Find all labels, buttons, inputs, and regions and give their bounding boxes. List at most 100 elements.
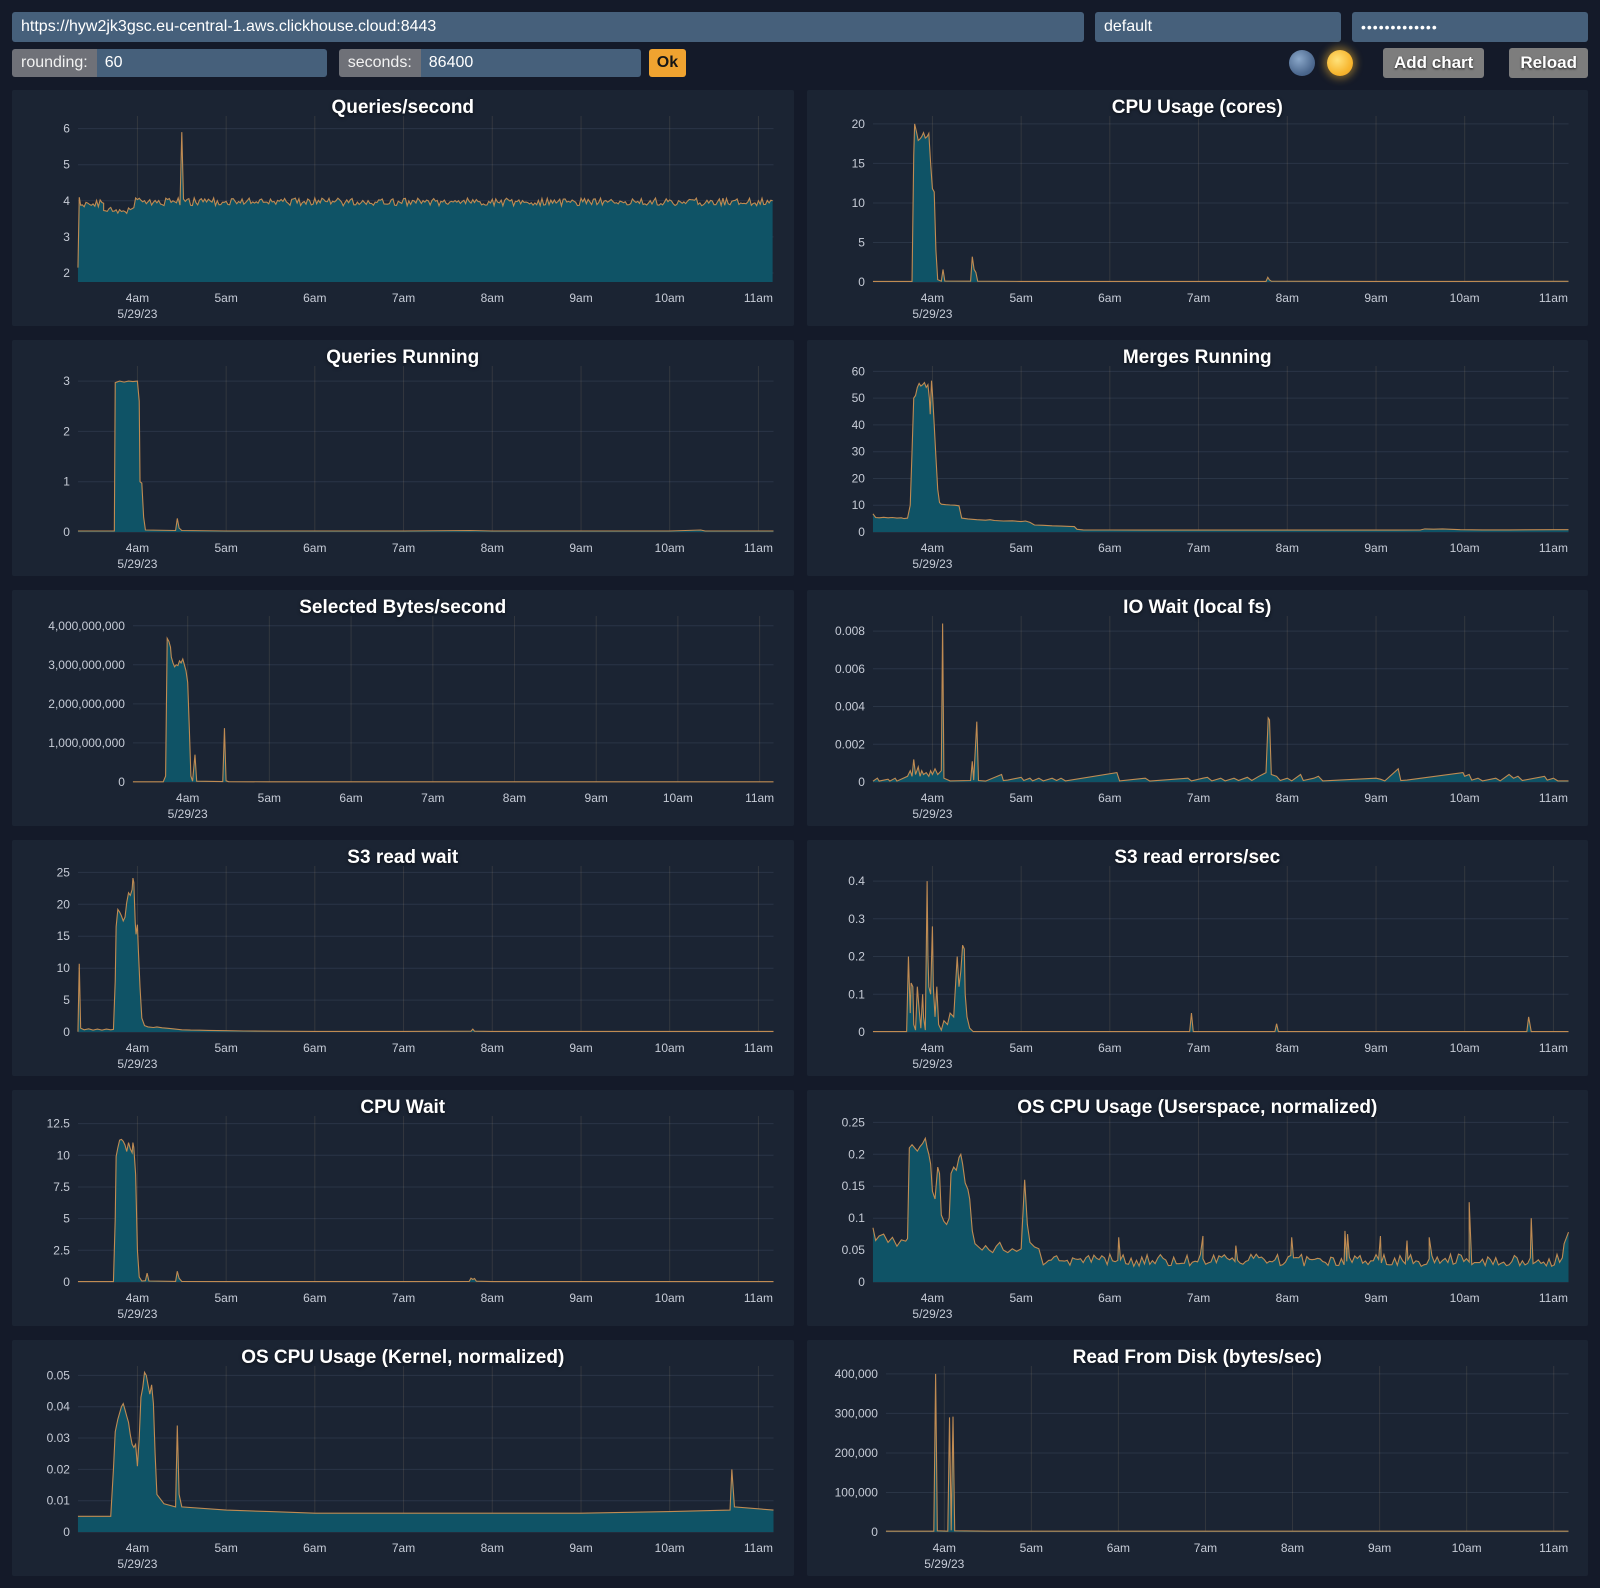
svg-text:6: 6 xyxy=(63,122,70,136)
svg-text:5/29/23: 5/29/23 xyxy=(912,1057,952,1071)
chart-canvas[interactable]: 0 100,000 200,000 300,000 400,000 4am 5am 6am 7a… xyxy=(807,1340,1589,1576)
svg-text:5/29/23: 5/29/23 xyxy=(912,1307,952,1321)
svg-text:15: 15 xyxy=(57,929,71,943)
svg-text:2: 2 xyxy=(63,424,70,438)
svg-text:4,000,000,000: 4,000,000,000 xyxy=(48,619,125,633)
svg-text:0: 0 xyxy=(63,1275,70,1289)
chart-canvas[interactable]: 2 3 4 5 6 4am 5am 6am 7am 8am 9am 10am 11am 5/29/23 xyxy=(12,90,794,326)
chart-canvas[interactable]: 0 0.05 0.1 0.15 0.2 0.25 4am 5am 6am 7am 8am 9am 10a… xyxy=(807,1090,1589,1326)
svg-text:5am: 5am xyxy=(258,791,281,805)
chart-canvas[interactable]: 0 5 10 15 20 4am 5am 6am 7am 8am 9am 10am 11am 5/29/2… xyxy=(807,90,1589,326)
chart-canvas[interactable]: 0 0.1 0.2 0.3 0.4 4am 5am 6am 7am 8am 9am 10am 11am 5… xyxy=(807,840,1589,1076)
svg-text:11am: 11am xyxy=(744,291,773,305)
svg-text:6am: 6am xyxy=(303,541,326,555)
svg-text:5/29/23: 5/29/23 xyxy=(912,557,952,571)
svg-text:5am: 5am xyxy=(1009,1041,1032,1055)
chart-card: Queries Running 0 1 2 3 4am 5am 6am 7am 8am 9am 10… xyxy=(12,340,794,576)
svg-text:9am: 9am xyxy=(569,1541,592,1555)
svg-text:30: 30 xyxy=(851,445,865,459)
svg-text:0: 0 xyxy=(63,1525,70,1539)
chart-canvas[interactable]: 0 2.5 5 7.5 10 12.5 4am 5am 6am 7am 8am 9am 10am 11am… xyxy=(12,1090,794,1326)
dark-theme-moon-icon[interactable] xyxy=(1288,50,1315,76)
svg-text:7.5: 7.5 xyxy=(53,1180,70,1194)
svg-text:9am: 9am xyxy=(1364,791,1387,805)
svg-text:9am: 9am xyxy=(569,291,592,305)
light-theme-sun-icon[interactable] xyxy=(1326,50,1353,76)
svg-text:5am: 5am xyxy=(1019,1541,1042,1555)
svg-text:5/29/23: 5/29/23 xyxy=(168,807,208,821)
svg-text:20: 20 xyxy=(851,117,865,131)
svg-text:6am: 6am xyxy=(303,1541,326,1555)
svg-text:10am: 10am xyxy=(1449,1041,1479,1055)
chart-canvas[interactable]: 0 0.01 0.02 0.03 0.04 0.05 4am 5am 6am 7am 8am 9am 1… xyxy=(12,1340,794,1576)
seconds-label: seconds: xyxy=(338,49,421,77)
svg-text:8am: 8am xyxy=(481,1541,504,1555)
svg-text:0.006: 0.006 xyxy=(834,662,864,676)
chart-card: CPU Usage (cores) 0 5 10 15 20 4am 5am 6am 7am 8a… xyxy=(806,90,1589,326)
svg-text:9am: 9am xyxy=(569,541,592,555)
chart-canvas[interactable]: 0 5 10 15 20 25 4am 5am 6am 7am 8am 9am 10am 11am 5/29… xyxy=(12,840,794,1076)
svg-text:8am: 8am xyxy=(1275,291,1298,305)
svg-text:5: 5 xyxy=(858,235,865,249)
chart-canvas[interactable]: 0 10 20 30 40 50 60 4am 5am 6am 7am 8am 9am 10am 11am 5… xyxy=(807,340,1589,576)
svg-text:300,000: 300,000 xyxy=(834,1406,878,1420)
svg-text:15: 15 xyxy=(851,156,865,170)
svg-text:5am: 5am xyxy=(1009,1291,1032,1305)
svg-text:2: 2 xyxy=(63,266,70,280)
svg-text:0.004: 0.004 xyxy=(834,699,864,713)
svg-text:6am: 6am xyxy=(1098,791,1121,805)
user-input[interactable] xyxy=(1095,12,1341,42)
svg-text:10: 10 xyxy=(57,1148,71,1162)
svg-text:11am: 11am xyxy=(744,1291,773,1305)
svg-text:5/29/23: 5/29/23 xyxy=(117,1057,157,1071)
svg-text:0.2: 0.2 xyxy=(848,1147,865,1161)
svg-text:4am: 4am xyxy=(126,1291,149,1305)
svg-text:0: 0 xyxy=(858,1275,865,1289)
seconds-input[interactable] xyxy=(420,49,641,77)
svg-text:0.4: 0.4 xyxy=(848,874,865,888)
svg-text:2.5: 2.5 xyxy=(53,1243,70,1257)
svg-text:11am: 11am xyxy=(1539,1541,1568,1555)
svg-text:2,000,000,000: 2,000,000,000 xyxy=(48,697,125,711)
ok-button[interactable]: Ok xyxy=(648,49,687,77)
svg-text:50: 50 xyxy=(851,391,865,405)
svg-text:12.5: 12.5 xyxy=(47,1117,71,1131)
svg-text:0.02: 0.02 xyxy=(47,1462,71,1476)
add-chart-button[interactable]: Add chart xyxy=(1382,48,1485,78)
password-input[interactable] xyxy=(1352,12,1588,42)
svg-text:0: 0 xyxy=(858,525,865,539)
svg-text:7am: 7am xyxy=(392,1291,415,1305)
chart-card: Queries/second 2 3 4 5 6 4am 5am 6am 7am 8am 9am 10… xyxy=(12,90,794,326)
svg-text:6am: 6am xyxy=(303,1041,326,1055)
rounding-label: rounding: xyxy=(12,49,97,77)
svg-text:5: 5 xyxy=(63,1212,70,1226)
svg-text:400,000: 400,000 xyxy=(834,1367,878,1381)
svg-text:10am: 10am xyxy=(1449,291,1479,305)
charts-grid: Queries/second 2 3 4 5 6 4am 5am 6am 7am 8am 9am 10… xyxy=(0,78,1600,1588)
rounding-input[interactable] xyxy=(96,49,327,77)
svg-text:0.03: 0.03 xyxy=(47,1431,71,1445)
svg-text:8am: 8am xyxy=(481,1041,504,1055)
svg-text:4am: 4am xyxy=(126,1041,149,1055)
chart-canvas[interactable]: 0 1,000,000,000 2,000,000,000 3,000,000,000… xyxy=(12,590,794,826)
svg-text:40: 40 xyxy=(851,418,865,432)
svg-text:8am: 8am xyxy=(481,291,504,305)
svg-text:0: 0 xyxy=(63,525,70,539)
chart-card: Read From Disk (bytes/sec) 0 100,000 200,0… xyxy=(806,1340,1589,1576)
svg-text:5: 5 xyxy=(63,158,70,172)
svg-text:0.002: 0.002 xyxy=(834,737,864,751)
url-input[interactable] xyxy=(12,12,1084,42)
svg-text:11am: 11am xyxy=(1538,791,1567,805)
reload-button[interactable]: Reload xyxy=(1509,48,1588,78)
svg-text:8am: 8am xyxy=(481,1291,504,1305)
svg-text:0.04: 0.04 xyxy=(47,1400,71,1414)
chart-canvas[interactable]: 0 0.002 0.004 0.006 0.008 4am 5am 6am 7am 8am 9am 1… xyxy=(807,590,1589,826)
svg-text:10am: 10am xyxy=(1449,541,1479,555)
svg-text:5/29/23: 5/29/23 xyxy=(117,307,157,321)
svg-text:4: 4 xyxy=(63,194,70,208)
svg-text:3: 3 xyxy=(63,230,70,244)
svg-text:8am: 8am xyxy=(503,791,526,805)
svg-text:10am: 10am xyxy=(655,1041,685,1055)
chart-canvas[interactable]: 0 1 2 3 4am 5am 6am 7am 8am 9am 10am 11am 5/29/23 xyxy=(12,340,794,576)
svg-text:1: 1 xyxy=(63,475,70,489)
